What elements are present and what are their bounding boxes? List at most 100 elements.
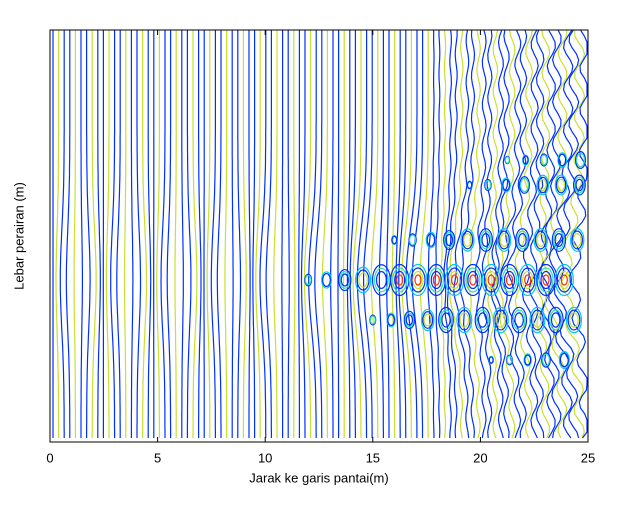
contour-ring: [540, 270, 552, 290]
contour-ring: [504, 156, 510, 164]
contour-line: [136, 30, 142, 438]
contour-ring: [477, 312, 488, 328]
contour-line: [255, 30, 261, 438]
contour-ring: [463, 233, 472, 247]
contour-ring: [506, 355, 513, 365]
contour-ring: [554, 174, 568, 196]
contour-line: [321, 30, 328, 438]
contour-ring: [456, 306, 473, 334]
contour-ring: [488, 356, 494, 364]
contour-line: [224, 30, 228, 438]
contour-line: [55, 30, 60, 438]
contour-ring: [420, 308, 435, 332]
contour-line: [352, 30, 362, 439]
contour-ring: [461, 230, 474, 250]
contour-ring: [423, 313, 432, 327]
contour-line: [419, 30, 429, 439]
contour-line: [273, 30, 278, 438]
contour-line: [378, 30, 384, 438]
contour-line: [349, 30, 356, 438]
contour-ring: [444, 231, 455, 249]
contour-line: [259, 30, 267, 439]
contour-ring: [553, 230, 565, 250]
contour-line: [521, 29, 539, 439]
contour-ring: [465, 267, 481, 293]
contour-line: [97, 30, 101, 438]
contour-line: [142, 30, 148, 438]
contour-ring: [541, 352, 551, 368]
contour-ring: [514, 312, 524, 328]
contour-line: [356, 30, 368, 438]
contour-ring: [375, 271, 387, 289]
contour-line: [248, 30, 251, 438]
contour-line: [231, 30, 234, 438]
contour-ring: [542, 274, 550, 286]
contour-ring: [502, 178, 511, 192]
contour-ring: [467, 270, 479, 290]
contour-line: [65, 30, 71, 438]
contour-ring: [410, 267, 426, 293]
contour-line: [474, 29, 487, 439]
contour-ring: [515, 228, 530, 252]
x-tick-label: 15: [366, 450, 380, 465]
contour-ring: [574, 151, 587, 169]
contour-line: [86, 30, 91, 438]
contour-ring: [554, 263, 574, 297]
contour-ring: [557, 152, 568, 168]
x-tick-label: 25: [581, 450, 595, 465]
contour-ring: [511, 306, 528, 334]
contour-ring: [391, 235, 398, 245]
contour-ring: [538, 178, 547, 192]
contour-ring: [355, 266, 372, 294]
contour-ring: [483, 267, 499, 293]
contour-line: [329, 30, 334, 438]
contour-ring: [443, 229, 456, 251]
contour-ring: [501, 177, 511, 193]
contour-ring: [430, 270, 442, 290]
contour-line: [206, 30, 211, 438]
contour-line: [337, 30, 340, 438]
contour-ring: [536, 233, 546, 248]
contour-ring: [386, 312, 396, 328]
contour-line: [446, 30, 458, 439]
contour-line: [560, 30, 586, 439]
contour-ring: [358, 272, 368, 288]
contour-ring: [512, 309, 526, 331]
contour-ring: [459, 312, 470, 328]
contour-line: [308, 30, 317, 439]
contour-ring: [549, 309, 563, 331]
contour-line: [166, 30, 172, 438]
y-axis-label: Lebar perairan (m): [11, 182, 26, 290]
contour-line: [395, 30, 401, 438]
contour-ring: [445, 233, 454, 247]
contour-line: [116, 30, 121, 438]
contour-line: [391, 30, 396, 438]
contour-line: [386, 30, 390, 438]
contour-ring: [550, 312, 561, 328]
contour-ring: [428, 267, 444, 293]
contour-line: [186, 30, 192, 438]
contour-ring: [396, 274, 404, 286]
contour-line: [147, 30, 152, 438]
contour-line: [346, 30, 351, 438]
contour-ring: [481, 233, 491, 248]
contour-line: [314, 30, 323, 439]
contour-ring: [485, 270, 497, 290]
contour-ring: [505, 274, 514, 286]
contour-ring: [304, 274, 312, 286]
contour-line: [174, 30, 177, 438]
contour-line: [160, 30, 166, 438]
contour-ring: [565, 306, 582, 334]
contour-ring: [408, 233, 417, 247]
x-tick-label: 10: [258, 450, 272, 465]
contour-line: [237, 30, 242, 438]
contour-ring: [518, 233, 527, 248]
contour-ring: [534, 230, 547, 250]
contour-ring: [503, 270, 516, 290]
contour-line: [506, 29, 528, 439]
contour-line: [293, 30, 296, 438]
contour-ring: [422, 311, 434, 329]
contour-line: [459, 29, 476, 439]
contour-ring: [339, 271, 351, 289]
contour-ring: [457, 309, 471, 331]
